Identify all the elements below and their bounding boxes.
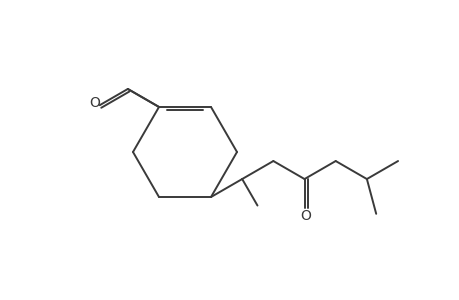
- Text: O: O: [89, 96, 100, 110]
- Text: O: O: [300, 209, 311, 223]
